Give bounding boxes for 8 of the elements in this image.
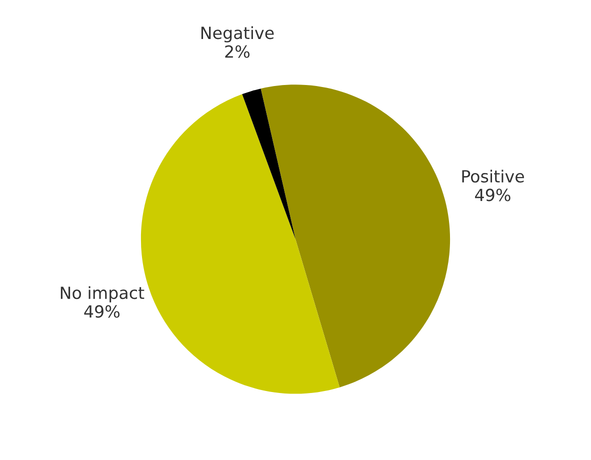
pie-slice: [242, 88, 296, 240]
slice-label: Positive: [462, 170, 524, 183]
data-label: 2%: [225, 45, 250, 58]
slice-label: Negative: [201, 26, 274, 42]
data-label: 49%: [475, 188, 510, 202]
data-label: 49%: [84, 305, 120, 318]
slice-label: No impact: [60, 286, 144, 302]
pie-slice: [260, 84, 450, 388]
